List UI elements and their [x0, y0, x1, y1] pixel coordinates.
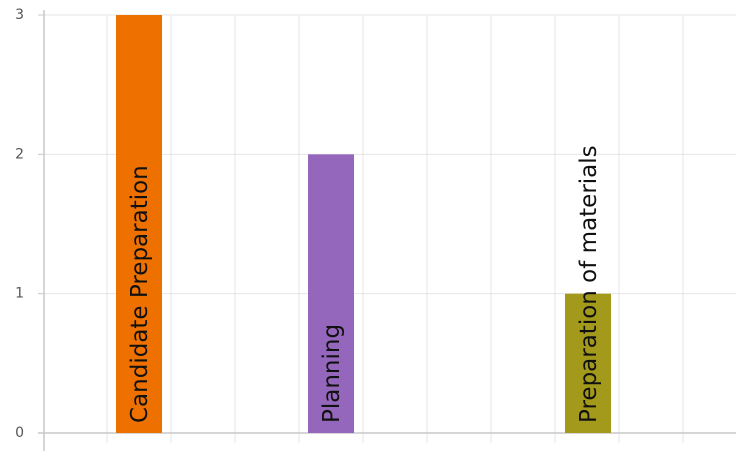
y-tick-label-1: 1	[15, 286, 24, 302]
y-tick-label-2: 2	[15, 146, 24, 162]
bar-labels: Candidate Preparation Planning Preparation…	[127, 145, 602, 423]
bars	[116, 15, 611, 434]
bar-label-2: Preparation of materials	[576, 145, 602, 423]
bar-label-1: Planning	[319, 324, 345, 423]
bar-2	[565, 293, 611, 433]
bar-1	[308, 154, 354, 434]
y-tick-label-0: 0	[15, 425, 24, 441]
bar-0	[116, 15, 162, 433]
bar-label-0: Candidate Preparation	[127, 165, 153, 423]
y-tick-label-3: 3	[15, 7, 24, 23]
